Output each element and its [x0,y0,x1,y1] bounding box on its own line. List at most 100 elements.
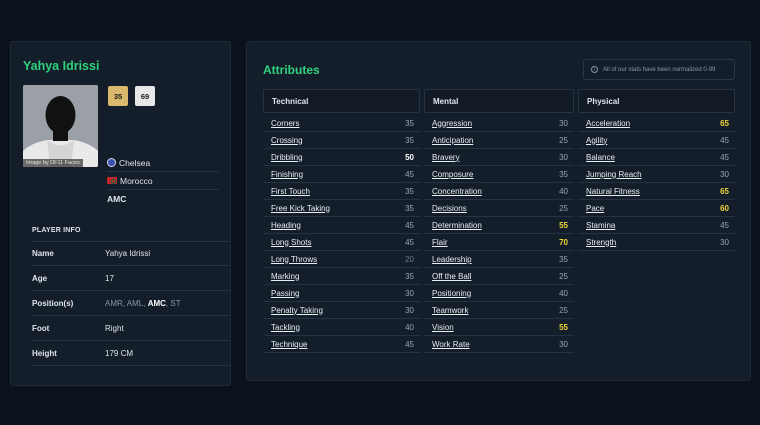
player-photo: Image by DF11 Faces [23,85,98,167]
attribute-value: 30 [559,152,568,162]
attribute-name-link[interactable]: Bravery [432,152,460,162]
attribute-value: 65 [720,118,729,128]
attribute-value: 35 [559,169,568,179]
attribute-row: Positioning 40 [424,285,574,302]
attribute-name-link[interactable]: Concentration [432,186,482,196]
nation-row: Morocco [107,172,219,190]
player-silhouette-icon [23,85,98,167]
player-name: Yahya Idrissi [23,59,100,73]
attribute-value: 30 [405,288,414,298]
info-label: Foot [32,323,50,333]
attribute-name-link[interactable]: Natural Fitness [586,186,640,196]
attribute-value: 45 [405,169,414,179]
attribute-name-link[interactable]: Positioning [432,288,472,298]
attribute-value: 35 [559,254,568,264]
attribute-row: Finishing 45 [263,166,420,183]
attribute-value: 30 [405,305,414,315]
attribute-name-link[interactable]: Crossing [271,135,303,145]
attribute-value: 45 [720,135,729,145]
attribute-row: Long Shots 45 [263,234,420,251]
attribute-name-link[interactable]: Stamina [586,220,616,230]
attribute-name-link[interactable]: Teamwork [432,305,469,315]
club-crest-icon [107,158,116,167]
attribute-value: 25 [559,305,568,315]
attribute-row: Marking 35 [263,268,420,285]
attribute-name-link[interactable]: Heading [271,220,301,230]
attribute-name-link[interactable]: Balance [586,152,615,162]
attribute-name-link[interactable]: Tackling [271,322,300,332]
attribute-row: Aggression 30 [424,115,574,132]
attribute-row: Passing 30 [263,285,420,302]
attribute-name-link[interactable]: First Touch [271,186,310,196]
attribute-name-link[interactable]: Leadership [432,254,472,264]
attribute-name-link[interactable]: Penalty Taking [271,305,323,315]
attribute-name-link[interactable]: Composure [432,169,474,179]
attribute-row: Composure 35 [424,166,574,183]
attribute-row: Long Throws 20 [263,251,420,268]
attribute-name-link[interactable]: Agility [586,135,608,145]
attribute-value: 35 [405,271,414,281]
info-value: 17 [105,273,114,283]
attribute-row: Determination 55 [424,217,574,234]
attribute-name-link[interactable]: Determination [432,220,482,230]
attribute-value: 25 [559,135,568,145]
attribute-row: Heading 45 [263,217,420,234]
attribute-name-link[interactable]: Technique [271,339,308,349]
attribute-name-link[interactable]: Pace [586,203,605,213]
attribute-name-link[interactable]: Strength [586,237,617,247]
attribute-value: 40 [559,288,568,298]
attribute-name-link[interactable]: Aggression [432,118,473,128]
attribute-name-link[interactable]: Anticipation [432,135,474,145]
position-main: AMC [147,298,166,308]
attribute-value: 45 [720,152,729,162]
attribute-name-link[interactable]: Passing [271,288,300,298]
attribute-name-link[interactable]: Work Rate [432,339,470,349]
attribute-name-link[interactable]: Long Shots [271,237,312,247]
attribute-row: Off the Ball 25 [424,268,574,285]
potential-ability-badge: 69 [135,86,155,106]
attribute-value: 45 [720,220,729,230]
attribute-value: 35 [405,203,414,213]
morocco-flag-icon [107,177,117,184]
attribute-name-link[interactable]: Off the Ball [432,271,472,281]
attribute-value: 30 [720,237,729,247]
attribute-row: Concentration 40 [424,183,574,200]
attribute-name-link[interactable]: Free Kick Taking [271,203,330,213]
info-value: AMR, AML, AMC, ST [105,299,181,308]
attribute-name-link[interactable]: Acceleration [586,118,631,128]
attribute-name-link[interactable]: Dribbling [271,152,303,162]
attribute-value: 25 [559,271,568,281]
attribute-row: Corners 35 [263,115,420,132]
attribute-name-link[interactable]: Corners [271,118,300,128]
attribute-row: Anticipation 25 [424,132,574,149]
attribute-row: Crossing 35 [263,132,420,149]
attribute-value: 55 [559,220,568,230]
attribute-value: 45 [405,339,414,349]
best-position-label: AMC [107,194,127,204]
attribute-name-link[interactable]: Long Throws [271,254,318,264]
attribute-name-link[interactable]: Flair [432,237,448,247]
player-card: Yahya Idrissi Image by DF11 Faces 35 69 … [10,41,231,386]
info-row-foot: Foot Right [32,316,230,341]
attribute-name-link[interactable]: Marking [271,271,300,281]
attribute-name-link[interactable]: Jumping Reach [586,169,642,179]
attribute-row: Acceleration 65 [578,115,735,132]
info-row-positions: Position(s) AMR, AML, AMC, ST [32,291,230,316]
club-row: Chelsea [107,154,219,172]
attribute-row: Natural Fitness 65 [578,183,735,200]
attribute-value: 40 [559,186,568,196]
position-alt: AMR, AML, [105,298,148,308]
attribute-name-link[interactable]: Decisions [432,203,467,213]
nation-name: Morocco [120,175,153,186]
attribute-row: Pace 60 [578,200,735,217]
attribute-row: Leadership 35 [424,251,574,268]
attribute-name-link[interactable]: Finishing [271,169,304,179]
info-label: Name [32,249,54,258]
attribute-value: 25 [559,203,568,213]
player-info-table: Name Yahya Idrissi Age 17 Position(s) AM… [32,241,230,366]
attribute-name-link[interactable]: Vision [432,322,454,332]
attribute-value: 30 [559,339,568,349]
info-label: Position(s) [32,298,74,308]
attribute-row: Vision 55 [424,319,574,336]
position-alt: , ST [165,298,181,308]
